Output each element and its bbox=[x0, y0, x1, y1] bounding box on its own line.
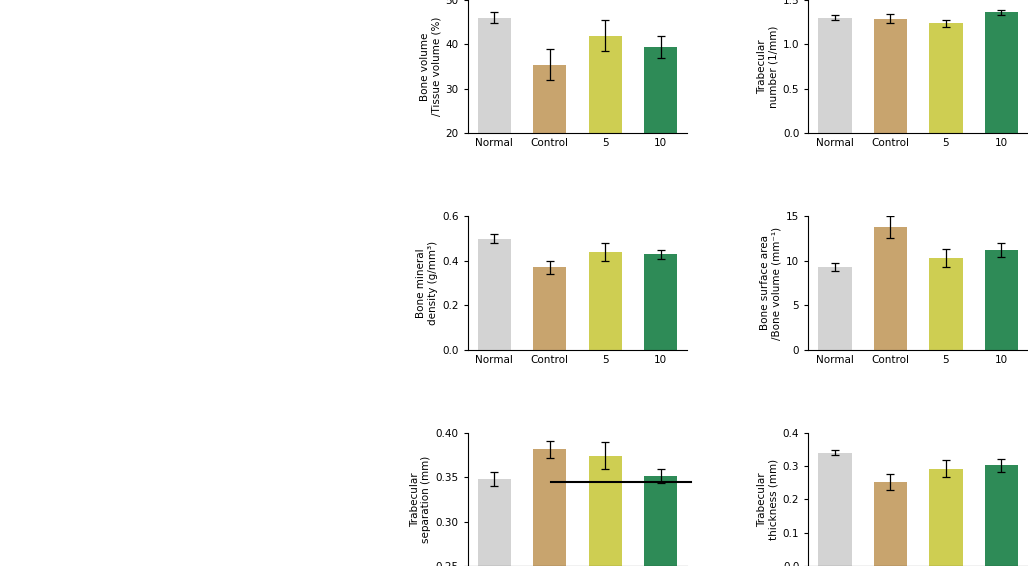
Bar bbox=[534, 449, 566, 566]
Y-axis label: Bone mineral
density (g/mm³): Bone mineral density (g/mm³) bbox=[416, 241, 438, 325]
Bar bbox=[645, 476, 677, 566]
Y-axis label: Bone surface area
/Bone volume (mm⁻¹): Bone surface area /Bone volume (mm⁻¹) bbox=[761, 226, 782, 340]
Bar bbox=[818, 18, 851, 134]
Bar bbox=[818, 453, 851, 566]
Bar bbox=[534, 65, 566, 222]
Bar bbox=[985, 12, 1018, 134]
Bar bbox=[929, 23, 962, 134]
Bar bbox=[645, 254, 677, 350]
Bar bbox=[589, 36, 622, 222]
Bar bbox=[874, 227, 907, 350]
Y-axis label: Trabecular
thickness (mm): Trabecular thickness (mm) bbox=[757, 458, 778, 540]
Bar bbox=[478, 238, 511, 350]
Bar bbox=[589, 456, 622, 566]
Bar bbox=[874, 482, 907, 566]
Bar bbox=[534, 267, 566, 350]
Bar bbox=[645, 47, 677, 222]
Text: CIA+10mg/kg: CIA+10mg/kg bbox=[303, 547, 398, 560]
Bar bbox=[818, 267, 851, 350]
Y-axis label: Trabecular
separation (mm): Trabecular separation (mm) bbox=[410, 456, 432, 543]
Bar bbox=[478, 18, 511, 222]
Y-axis label: Bone volume
/Tissue volume (%): Bone volume /Tissue volume (%) bbox=[419, 17, 441, 117]
Bar bbox=[985, 465, 1018, 566]
Text: Normal: Normal bbox=[91, 281, 142, 294]
Text: CIA+5mg/kg: CIA+5mg/kg bbox=[74, 547, 160, 560]
Bar bbox=[929, 258, 962, 350]
Y-axis label: Trabecular
number (1/mm): Trabecular number (1/mm) bbox=[757, 25, 778, 108]
Bar bbox=[478, 479, 511, 566]
Text: CIA+vehicle: CIA+vehicle bbox=[309, 281, 393, 294]
Bar bbox=[874, 19, 907, 134]
Bar bbox=[985, 250, 1018, 350]
Bar bbox=[929, 469, 962, 566]
Bar bbox=[589, 252, 622, 350]
